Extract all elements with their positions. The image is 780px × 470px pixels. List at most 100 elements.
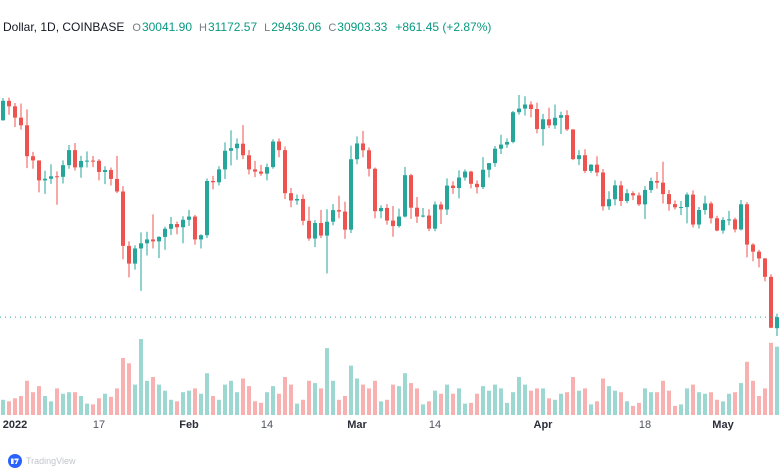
volume-bar	[331, 380, 335, 415]
candle-body	[127, 245, 131, 264]
volume-bar	[745, 361, 749, 415]
volume-bar	[241, 378, 245, 415]
volume-bar	[25, 380, 29, 415]
candle-body	[643, 189, 647, 205]
volume-bar	[601, 378, 605, 415]
volume-bar	[595, 401, 599, 415]
volume-bar	[175, 401, 179, 415]
candle-body	[757, 251, 761, 259]
candle-body	[187, 216, 191, 220]
volume-bar	[403, 373, 407, 415]
volume-bar	[655, 392, 659, 415]
candle-body	[163, 228, 167, 237]
volume-bar	[193, 388, 197, 415]
candle-body	[625, 193, 629, 202]
time-axis-label: Mar	[347, 419, 367, 431]
volume-bars	[1, 339, 779, 415]
volume-bar	[37, 386, 41, 415]
volume-bar	[445, 384, 449, 415]
volume-bar	[703, 393, 707, 415]
volume-bar	[571, 377, 575, 415]
volume-bar	[7, 401, 11, 415]
volume-bar	[451, 393, 455, 415]
candle-body	[241, 143, 245, 156]
candle-body	[199, 235, 203, 240]
candle-body	[619, 185, 623, 202]
volume-bar	[157, 384, 161, 415]
volume-bar	[751, 380, 755, 415]
volume-bar	[49, 401, 53, 415]
volume-bar	[547, 398, 551, 415]
volume-bar	[715, 399, 719, 415]
candle-body	[13, 106, 17, 118]
symbol-legend[interactable]: Dollar, 1D, COINBASE O30041.90 H31172.57…	[3, 20, 491, 35]
price-chart-surface[interactable]	[0, 0, 780, 416]
candle-body	[733, 219, 737, 230]
volume-bar	[697, 392, 701, 415]
candle-body	[703, 203, 707, 211]
volume-bar	[181, 392, 185, 415]
volume-bar	[343, 396, 347, 415]
candle-body	[349, 159, 353, 230]
volume-bar	[721, 401, 725, 415]
time-axis-label: 14	[428, 419, 442, 431]
candle-body	[745, 204, 749, 245]
volume-bar	[289, 384, 293, 415]
ohlc-close: C30903.33	[328, 20, 388, 34]
candle-body	[139, 243, 143, 249]
volume-bar	[397, 386, 401, 415]
candle-body	[451, 185, 455, 189]
volume-bar	[361, 384, 365, 415]
volume-bar	[463, 403, 467, 415]
volume-bar	[265, 392, 269, 415]
volume-bar	[499, 388, 503, 415]
volume-bar	[769, 342, 773, 415]
volume-bar	[73, 392, 77, 415]
candle-body	[721, 219, 725, 231]
time-axis[interactable]: 2022 17 Feb 14 Mar 14 Apr 18 May	[0, 419, 780, 437]
volume-bar	[97, 398, 101, 415]
volume-bar	[535, 388, 539, 415]
candle-body	[49, 176, 53, 179]
candle-body	[493, 148, 497, 164]
time-axis-label: 18	[638, 419, 652, 431]
volume-bar	[553, 399, 557, 415]
volume-bar	[421, 404, 425, 415]
candle-body	[271, 141, 275, 168]
time-axis-label: 14	[260, 419, 274, 431]
candle-body	[391, 220, 395, 227]
candle-body	[169, 224, 173, 229]
volume-bar	[31, 392, 35, 415]
volume-bar	[301, 399, 305, 415]
volume-bar	[133, 384, 137, 415]
volume-bar	[739, 383, 743, 415]
candle-body	[43, 178, 47, 181]
volume-bar	[85, 403, 89, 415]
candle-body	[301, 198, 305, 221]
candle-body	[151, 239, 155, 242]
volume-bar	[235, 392, 239, 415]
candle-body	[325, 221, 329, 236]
volume-bar	[637, 402, 641, 415]
tradingview-attribution[interactable]: TradingView	[8, 454, 76, 468]
ohlc-open: O30041.90	[132, 20, 192, 34]
candle-body	[355, 143, 359, 160]
candle-body	[367, 150, 371, 169]
volume-bar	[763, 388, 767, 415]
candle-body	[685, 194, 689, 208]
candle-body	[571, 129, 575, 160]
volume-bar	[61, 393, 65, 415]
symbol-title[interactable]: Dollar, 1D, COINBASE	[3, 20, 125, 34]
volume-bar	[373, 380, 377, 415]
candle-body	[1, 100, 5, 121]
volume-bar	[469, 402, 473, 415]
volume-bar	[211, 396, 215, 415]
candle-body	[727, 219, 731, 221]
candle-body	[769, 276, 773, 328]
candle-body	[775, 317, 779, 329]
volume-bar	[643, 388, 647, 415]
volume-bar	[577, 390, 581, 415]
time-axis-label: Feb	[179, 419, 199, 431]
ohlc-readout: O30041.90 H31172.57 L29436.06 C30903.33	[132, 20, 387, 35]
candle-body	[235, 143, 239, 149]
